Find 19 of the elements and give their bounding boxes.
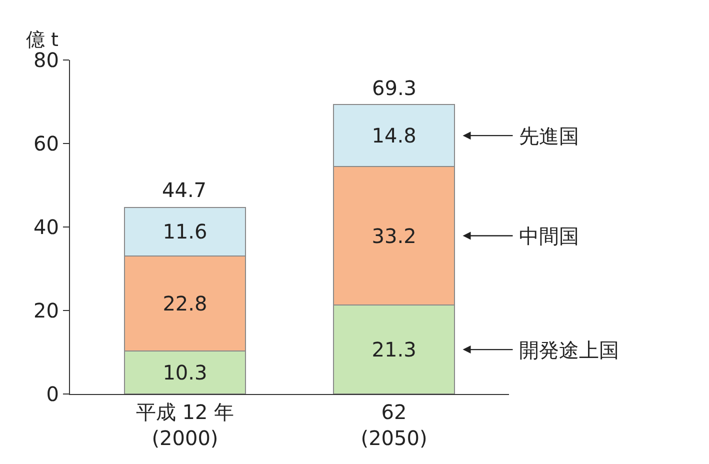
- data-label: 21.3: [372, 338, 416, 362]
- x-tick-label: 62 (2050): [360, 400, 428, 450]
- y-tick-label: 40: [34, 215, 59, 239]
- data-label: 14.8: [372, 124, 416, 148]
- data-label: 11.6: [162, 220, 208, 244]
- y-axis-title: 億 t: [26, 29, 58, 51]
- text: 先進国: [519, 124, 579, 148]
- y-tick-label: 20: [34, 298, 59, 322]
- y-tick-label: 60: [34, 132, 59, 156]
- data-label: 33.2: [372, 224, 416, 248]
- data-label: 22.8: [162, 291, 208, 316]
- text: 開発途上国: [519, 338, 619, 362]
- total-label: 69.3: [372, 76, 417, 100]
- x-tick-label: 平成 12 年 (2000): [136, 400, 234, 450]
- y-tick-label: 0: [46, 382, 59, 406]
- data-label: 10.3: [162, 360, 208, 384]
- text: 中間国: [519, 224, 579, 248]
- y-tick-label: 80: [34, 48, 59, 72]
- total-label: 44.7: [162, 178, 207, 202]
